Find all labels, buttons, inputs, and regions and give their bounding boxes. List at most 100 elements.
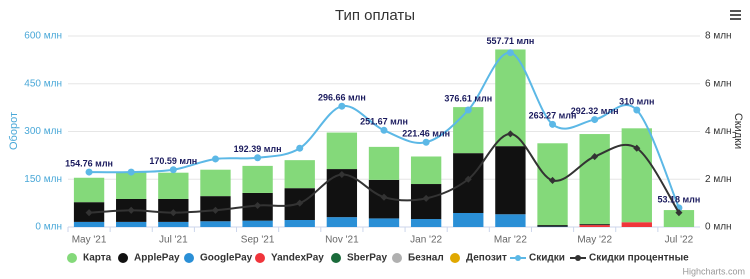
bar-segment	[116, 171, 147, 199]
line-marker	[338, 102, 346, 110]
legend-label: GooglePay	[200, 253, 253, 264]
data-label: 53.18 млн	[658, 194, 701, 204]
line-marker	[549, 120, 557, 128]
y2-tick-label: 4 млн	[705, 126, 732, 137]
legend-label: Карта	[83, 253, 112, 264]
data-label: 557.71 млн	[486, 36, 534, 46]
data-label: 192.39 млн	[234, 144, 282, 154]
y-tick-label: 300 млн	[24, 126, 62, 137]
legend-label: Скидки процентные	[589, 253, 689, 264]
bar-segment	[537, 225, 568, 227]
bar-segment	[453, 107, 484, 154]
chart-title: Тип оплаты	[335, 7, 415, 24]
y2-tick-label: 0 млн	[705, 222, 732, 233]
data-label: 292.32 млн	[571, 106, 619, 116]
bar-segment	[200, 169, 231, 197]
data-label: 296.66 млн	[318, 93, 366, 103]
bar-segment	[284, 219, 315, 227]
bar-segment	[663, 210, 695, 227]
bar-segment	[242, 220, 273, 227]
data-label: 154.76 млн	[65, 158, 113, 168]
bar-segment	[410, 219, 442, 227]
bar-segment	[116, 221, 147, 227]
line-marker	[127, 206, 135, 214]
line-marker	[464, 175, 472, 183]
x-tick-label: Jul '21	[159, 235, 188, 246]
line-marker	[422, 194, 430, 202]
line-marker	[296, 144, 304, 152]
legend-marker	[67, 253, 77, 263]
x-tick-label: May '21	[72, 235, 107, 246]
x-tick-label: May '22	[577, 235, 612, 246]
bar-segment	[326, 132, 358, 170]
y2-tick-label: 6 млн	[705, 78, 732, 89]
line-marker	[380, 193, 388, 201]
line-marker	[127, 168, 135, 176]
legend-marker	[450, 253, 460, 263]
line-marker	[338, 170, 346, 179]
line-marker	[633, 144, 641, 152]
line	[89, 51, 680, 209]
legend-label: ApplePay	[134, 253, 180, 264]
line-marker	[675, 209, 683, 217]
line-marker	[169, 209, 177, 217]
line-marker	[254, 154, 262, 162]
y-tick-label: 450 млн	[24, 78, 62, 89]
line-marker	[506, 49, 514, 57]
legend-marker	[515, 255, 521, 261]
data-label: 221.46 млн	[402, 129, 450, 139]
bar-segment	[453, 153, 484, 213]
bar-segment	[284, 160, 315, 189]
menu-button[interactable]	[728, 8, 742, 22]
line-marker	[548, 176, 557, 184]
line-marker	[211, 155, 219, 163]
bar-segment	[453, 212, 484, 227]
y2-tick-label: 8 млн	[705, 31, 732, 42]
legend-marker	[392, 253, 402, 263]
line-marker	[422, 138, 430, 146]
data-label: 263.27 млн	[529, 111, 577, 121]
line-marker	[85, 209, 93, 217]
credits: Highcharts.com	[682, 266, 745, 276]
bar-segment	[242, 165, 273, 193]
data-label: 251.67 млн	[360, 117, 408, 127]
line-marker	[591, 153, 599, 161]
bar-segment	[158, 172, 189, 199]
data-label: 310 млн	[619, 96, 654, 106]
bar-segment	[621, 128, 652, 223]
legend-marker	[118, 253, 128, 263]
y-tick-label: 600 млн	[24, 31, 62, 42]
bar-segment	[158, 221, 189, 227]
bar-segment	[579, 224, 610, 226]
y2-axis-title: Скидки	[732, 113, 744, 149]
legend-marker	[184, 253, 194, 263]
legend-label: Депозит	[466, 253, 507, 264]
bar-segment	[73, 221, 105, 227]
data-label: 376.61 млн	[444, 93, 492, 103]
bar-segment	[368, 218, 400, 227]
bar-segment	[368, 146, 400, 180]
y-tick-label: 150 млн	[24, 174, 62, 185]
line-marker	[85, 168, 93, 176]
bar-segment	[200, 221, 231, 227]
line-marker	[464, 106, 472, 114]
line-marker	[591, 116, 599, 124]
legend-marker	[331, 253, 341, 263]
line-marker	[254, 201, 262, 210]
bar-segment	[495, 49, 526, 147]
bar-segment	[73, 177, 105, 203]
legend-label: YandexPay	[271, 253, 324, 264]
legend-label: Скидки	[529, 253, 565, 264]
y-tick-label: 0 млн	[35, 222, 62, 233]
bar-segment	[621, 222, 652, 227]
menu-icon[interactable]	[730, 10, 741, 20]
legend-label: Безнал	[408, 253, 444, 264]
data-label: 170.59 млн	[149, 156, 197, 166]
y2-tick-label: 2 млн	[705, 174, 732, 185]
line-marker	[169, 166, 177, 174]
line-marker	[211, 206, 220, 214]
legend-label: SberPay	[347, 253, 387, 264]
line-marker	[296, 199, 304, 207]
bar-segment	[579, 225, 610, 227]
